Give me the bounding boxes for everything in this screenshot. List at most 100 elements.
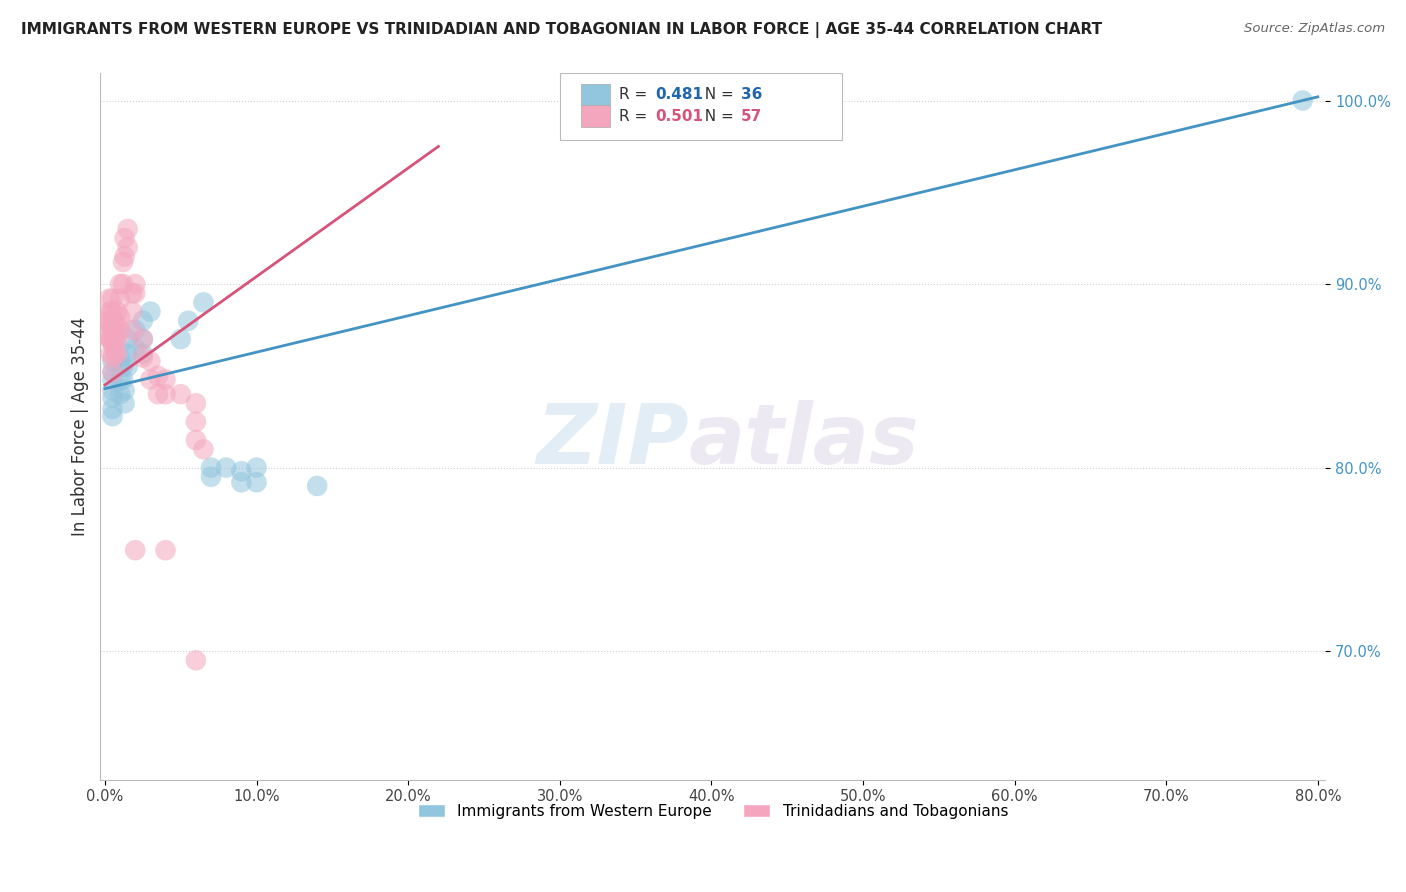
Point: [114, 396, 136, 410]
Text: Source: ZipAtlas.com: Source: ZipAtlas.com: [1244, 22, 1385, 36]
Text: ZIP: ZIP: [536, 400, 689, 481]
Point: [121, 286, 143, 301]
Point: [108, 359, 131, 374]
Point: [193, 442, 215, 457]
Point: [117, 222, 139, 236]
Point: [97, 328, 120, 343]
Point: [114, 231, 136, 245]
Point: [184, 396, 207, 410]
Text: R =: R =: [619, 87, 651, 103]
Point: [101, 384, 124, 398]
Text: 36: 36: [741, 87, 762, 103]
Point: [124, 341, 146, 355]
Point: [117, 347, 139, 361]
Point: [98, 318, 121, 332]
Legend: Immigrants from Western Europe, Trinidadians and Tobagonians: Immigrants from Western Europe, Trinidad…: [412, 797, 1014, 825]
Point: [108, 292, 131, 306]
Point: [121, 323, 143, 337]
Point: [108, 277, 131, 291]
Point: [101, 335, 124, 350]
Point: [101, 351, 124, 365]
Point: [108, 351, 131, 365]
Point: [101, 304, 124, 318]
Point: [105, 304, 128, 318]
FancyBboxPatch shape: [560, 73, 842, 140]
Point: [231, 475, 253, 490]
Point: [108, 387, 131, 401]
Point: [193, 295, 215, 310]
Text: 57: 57: [741, 109, 762, 124]
FancyBboxPatch shape: [581, 105, 610, 127]
Point: [139, 372, 162, 386]
Point: [101, 391, 124, 405]
FancyBboxPatch shape: [581, 84, 610, 105]
Point: [114, 250, 136, 264]
Point: [112, 255, 135, 269]
Point: [132, 351, 155, 365]
Point: [97, 314, 120, 328]
Point: [155, 387, 177, 401]
Point: [98, 304, 121, 318]
Point: [101, 323, 124, 337]
Point: [104, 318, 127, 332]
Point: [231, 464, 253, 478]
Point: [124, 323, 146, 337]
Point: [170, 387, 193, 401]
Point: [98, 292, 121, 306]
Point: [108, 310, 131, 324]
Point: [101, 365, 124, 379]
Point: [101, 409, 124, 424]
Point: [132, 332, 155, 346]
Point: [108, 323, 131, 337]
Point: [100, 318, 122, 332]
Point: [184, 415, 207, 429]
Point: [105, 347, 128, 361]
Point: [1292, 94, 1315, 108]
Point: [139, 304, 162, 318]
Text: IMMIGRANTS FROM WESTERN EUROPE VS TRINIDADIAN AND TOBAGONIAN IN LABOR FORCE | AG: IMMIGRANTS FROM WESTERN EUROPE VS TRINID…: [21, 22, 1102, 38]
Point: [108, 372, 131, 386]
Text: 0.501: 0.501: [655, 109, 703, 124]
Point: [114, 384, 136, 398]
Point: [105, 318, 128, 332]
Point: [101, 292, 124, 306]
Point: [103, 328, 125, 343]
Point: [155, 372, 177, 386]
Text: R =: R =: [619, 109, 651, 124]
Point: [132, 332, 155, 346]
Point: [98, 332, 121, 346]
Point: [101, 354, 124, 368]
Point: [100, 304, 122, 318]
Y-axis label: In Labor Force | Age 35-44: In Labor Force | Age 35-44: [72, 317, 89, 536]
Point: [117, 332, 139, 346]
Point: [112, 372, 135, 386]
Point: [124, 277, 146, 291]
Text: N =: N =: [695, 87, 738, 103]
Text: N =: N =: [695, 109, 738, 124]
Point: [101, 401, 124, 416]
Point: [155, 543, 177, 558]
Point: [170, 332, 193, 346]
Point: [104, 332, 127, 346]
Point: [101, 365, 124, 379]
Point: [112, 359, 135, 374]
Point: [117, 240, 139, 254]
Point: [245, 460, 267, 475]
Point: [146, 368, 169, 383]
Point: [112, 277, 135, 291]
Point: [200, 469, 222, 483]
Point: [117, 359, 139, 374]
Point: [177, 314, 200, 328]
Point: [132, 314, 155, 328]
Point: [215, 460, 238, 475]
Text: atlas: atlas: [689, 400, 920, 481]
Point: [200, 460, 222, 475]
Point: [124, 543, 146, 558]
Point: [103, 314, 125, 328]
Point: [139, 354, 162, 368]
Point: [307, 479, 329, 493]
Point: [184, 653, 207, 667]
Point: [100, 347, 122, 361]
Point: [184, 433, 207, 447]
Point: [101, 372, 124, 386]
